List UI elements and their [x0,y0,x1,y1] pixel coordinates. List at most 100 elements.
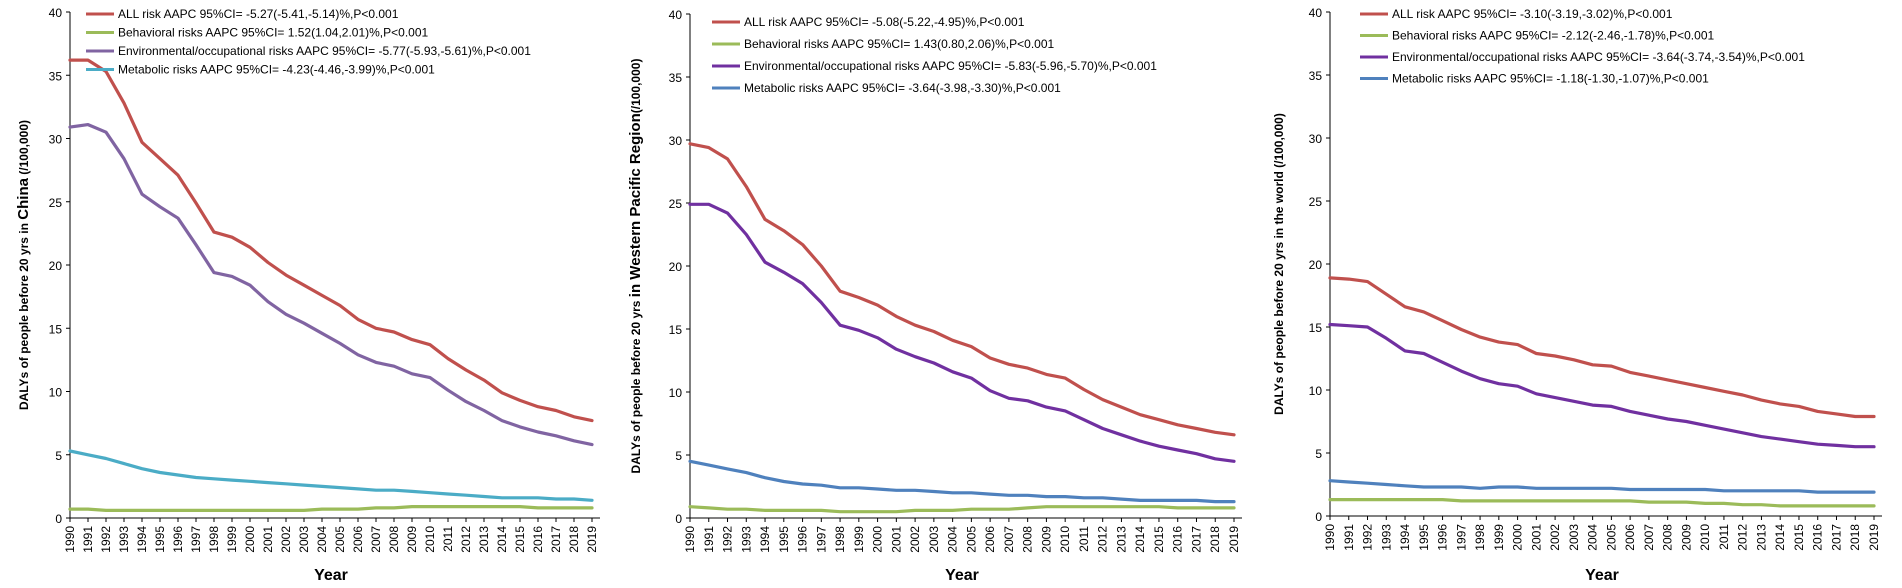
legend-label-4: Metabolic risks AAPC 95%CI= -1.18(-1.30,… [1392,72,1709,86]
x-tick-label: 2007 [1002,526,1016,553]
x-tick-label: 2006 [351,526,365,553]
y-axis-title-suffix: (/100,000) [1272,113,1286,171]
x-tick-label: 1997 [189,526,203,553]
x-tick-label: 2014 [495,526,509,553]
chart-panel-3: 0 5 10 15 20 25 30 35 40 1990 1991 1992 1993 1994 1995… [1272,6,1882,584]
legend-label-2: Behavioral risks AAPC 95%CI= -2.12(-2.46… [1392,29,1714,43]
x-tick-label: 2012 [459,526,473,553]
legend-label-3: Environmental/occupational risks AAPC 95… [118,44,531,58]
y-tick-label: 10 [49,386,63,400]
series-line-4 [688,459,1236,504]
x-tick-label: 2000 [1511,524,1525,551]
x-tick-label: 2017 [1189,526,1203,553]
y-tick-label: 10 [1309,384,1323,398]
x-tick-label: 1998 [207,526,221,553]
series-line-1 [68,58,594,423]
x-tick-label: 2016 [1171,526,1185,553]
legend-label-4: Metabolic risks AAPC 95%CI= -4.23(-4.46,… [118,63,435,77]
x-tick-label: 1995 [777,526,791,553]
x-tick-label: 1992 [1361,524,1375,551]
y-tick-label: 5 [1315,447,1322,461]
x-tick-label: 2007 [1642,524,1656,551]
x-tick-label: 2015 [1152,526,1166,553]
x-tick-label: 2010 [1698,524,1712,551]
x-tick-label: 1990 [1323,524,1337,551]
x-tick-label: 2015 [1792,524,1806,551]
x-tick-label: 1997 [1454,524,1468,551]
x-tick-label: 2005 [964,526,978,553]
series-line-1 [688,142,1236,437]
x-tick-label: 2018 [1848,524,1862,551]
y-tick-label: 30 [49,133,63,147]
x-tick-label: 1998 [833,526,847,553]
series-line-1 [1328,276,1876,419]
x-tick-label: 2014 [1133,526,1147,553]
y-tick-label: 20 [49,259,63,273]
y-tick-label: 35 [669,71,683,85]
y-axis-title-prefix: DALYs of people before 20 yrs [629,297,643,473]
x-tick-label: 1996 [1436,524,1450,551]
x-tick-label: 2011 [1717,524,1731,550]
series-line-3 [68,122,594,447]
legend: ALL risk AAPC 95%CI= -5.08(-5.22,-4.95)%… [712,15,1157,95]
x-tick-label: 2002 [908,526,922,553]
y-tick-label: 20 [1309,258,1323,272]
x-tick-label: 2007 [369,526,383,553]
x-tick-label: 2016 [531,526,545,553]
x-tick-label: 2003 [1567,524,1581,551]
legend: ALL risk AAPC 95%CI= -3.10(-3.19,-3.02)%… [1360,7,1805,86]
y-axis-title-suffix: (/100,000) [17,120,31,178]
series-line-3 [688,202,1236,463]
x-tick-label: 2002 [279,526,293,553]
x-tick-label: 2019 [1867,524,1881,551]
x-tick-label: 1990 [683,526,697,553]
x-tick-label: 1993 [1379,524,1393,551]
x-tick-label: 2013 [477,526,491,553]
x-tick-label: 2001 [261,526,275,553]
y-tick-label: 0 [55,512,62,526]
y-tick-label: 40 [49,6,63,20]
y-axis-title-prefix: DALYs of people before 20 yrs in [17,220,31,410]
y-tick-label: 10 [669,386,683,400]
x-tick-label: 1996 [796,526,810,553]
x-axis-title: Year [945,567,979,584]
x-tick-label: 2006 [1623,524,1637,551]
x-tick-label: 1994 [135,526,149,553]
x-tick-label: 1990 [63,526,77,553]
y-tick-label: 15 [669,323,683,337]
chart-panel-2: 0 5 10 15 20 25 30 35 40 1990 1991 1992 1993 1994 1995… [627,8,1242,584]
legend-label-2: Behavioral risks AAPC 95%CI= 1.43(0.80,2… [744,37,1055,51]
series-line-2 [68,505,594,512]
x-tick-label: 2011 [441,526,455,552]
x-tick-label: 2011 [1077,526,1091,552]
y-tick-label: 25 [1309,195,1323,209]
x-tick-label: 2015 [513,526,527,553]
chart-panel-1: 0 5 10 15 20 25 30 35 40 1990 1991 1992 1993 1994 1995… [15,6,600,584]
x-tick-label: 1995 [153,526,167,553]
series-line-2 [688,505,1236,514]
x-tick-label: 2014 [1773,524,1787,551]
legend-label-3: Environmental/occupational risks AAPC 95… [744,59,1157,73]
x-tick-label: 2001 [1529,524,1543,551]
y-tick-label: 35 [49,69,63,83]
x-tick-label: 1993 [739,526,753,553]
series-line-4 [68,449,594,502]
x-tick-label: 2008 [387,526,401,553]
x-tick-label: 2002 [1548,524,1562,551]
x-tick-label: 2016 [1811,524,1825,551]
x-tick-label: 2001 [889,526,903,553]
x-tick-label: 2005 [333,526,347,553]
x-tick-label: 2000 [871,526,885,553]
x-tick-label: 1994 [1398,524,1412,551]
x-tick-label: 2012 [1736,524,1750,551]
y-tick-label: 0 [1315,510,1322,524]
x-tick-label: 2008 [1661,524,1675,551]
x-tick-label: 1991 [1342,524,1356,551]
y-tick-label: 25 [669,197,683,211]
x-tick-label: 1993 [117,526,131,553]
x-tick-label: 2004 [946,526,960,553]
legend-label-1: ALL risk AAPC 95%CI= -3.10(-3.19,-3.02)%… [1392,7,1673,21]
x-tick-label: 1999 [1492,524,1506,551]
y-tick-label: 35 [1309,69,1323,83]
x-tick-label: 2003 [927,526,941,553]
